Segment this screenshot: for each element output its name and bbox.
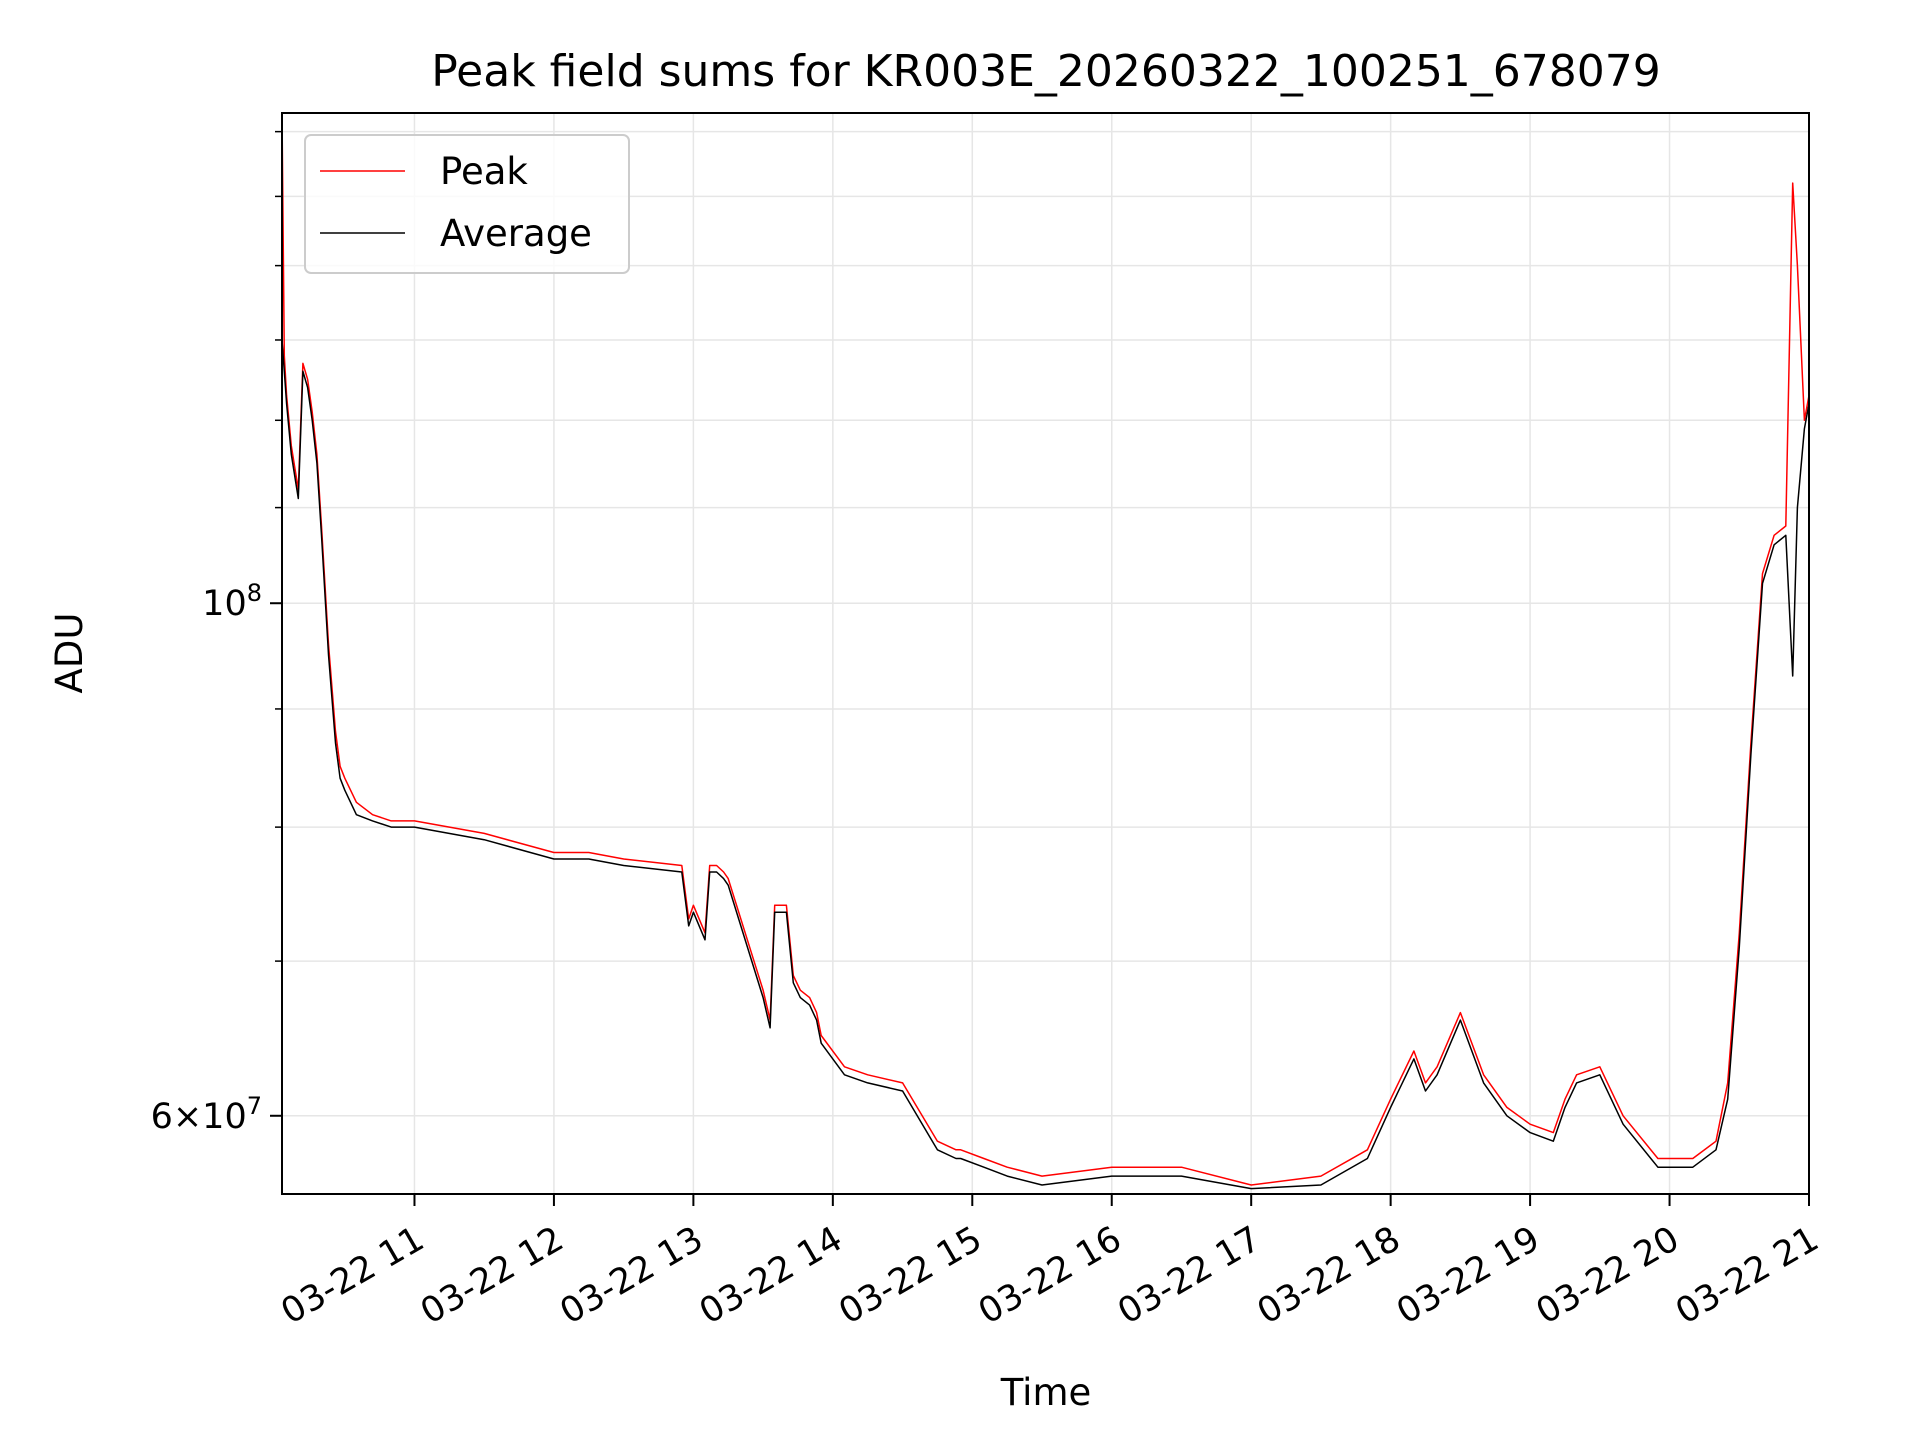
chart-title: Peak field sums for KR003E_20260322_1002… <box>431 46 1661 97</box>
y-axis-label: ADU <box>48 613 91 694</box>
x-axis-label: Time <box>1000 1371 1092 1414</box>
y-axis-ticks: 108 6×107 <box>151 130 282 1137</box>
y-tick-label: 108 <box>202 579 262 624</box>
series-line-peak <box>282 113 1809 1186</box>
series-line-average <box>282 339 1809 1190</box>
plot-frame <box>281 112 1810 1195</box>
y-tick-label: 6×107 <box>151 1092 262 1137</box>
legend: Peak Average <box>304 134 630 274</box>
series-lines <box>282 113 1809 1190</box>
legend-label-peak: Peak <box>440 150 528 193</box>
legend-box <box>304 134 630 274</box>
legend-label-average: Average <box>440 212 592 255</box>
